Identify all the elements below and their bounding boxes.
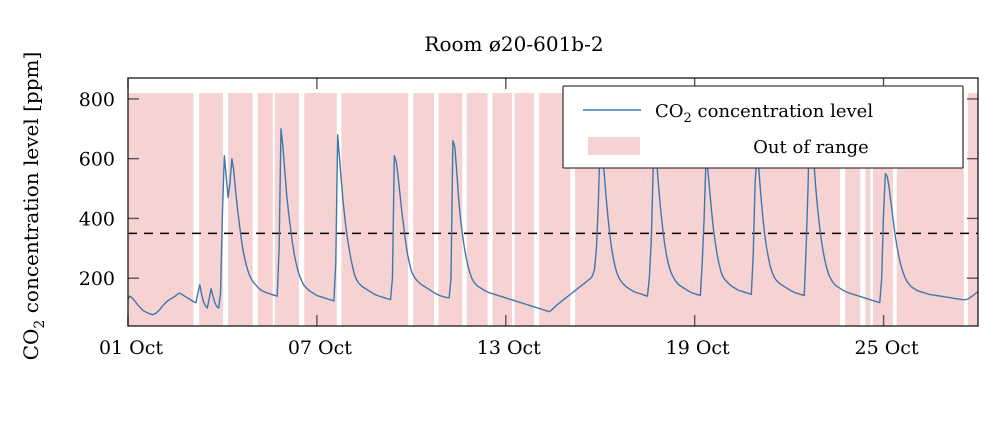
out-of-range-band <box>228 93 253 326</box>
out-of-range-band <box>304 93 337 326</box>
out-of-range-band <box>341 93 409 326</box>
out-of-range-band <box>466 93 488 326</box>
legend-box <box>562 85 964 169</box>
x-tick-label: 01 Oct <box>99 337 163 359</box>
plot-frame <box>127 77 979 327</box>
y-tick-label: 200 <box>79 268 115 290</box>
y-axis-title: CO2 concentration level [ppm] <box>19 52 48 361</box>
svg-text:CO2 concentration level [ppm]: CO2 concentration level [ppm] <box>19 52 48 361</box>
legend-label: Out of range <box>753 137 869 158</box>
out-of-range-band <box>514 93 535 326</box>
y-axis-title-rest: concentration level [ppm] <box>19 52 43 320</box>
y-axis-tick-labels: 200 400 600 800 <box>79 89 115 290</box>
out-of-range-band <box>128 93 194 326</box>
x-tick-label: 25 Oct <box>855 337 919 359</box>
y-axis-title-subscript: 2 <box>32 320 48 329</box>
chart-legend: CO2 concentration level Out of range <box>562 85 964 169</box>
legend-swatch-area <box>588 137 640 155</box>
y-tick-label: 400 <box>79 208 115 230</box>
chart-title: Room ø20-601b-2 <box>424 32 603 56</box>
x-axis-tick-labels: 01 Oct 07 Oct 13 Oct 19 Oct 25 Oct <box>99 337 919 359</box>
y-axis-title-main: CO <box>19 329 43 361</box>
out-of-range-band <box>257 93 273 326</box>
out-of-range-band <box>492 93 513 326</box>
x-tick-label: 13 Oct <box>477 337 541 359</box>
series-line-co2 <box>127 104 979 316</box>
out-of-range-band <box>865 93 871 326</box>
out-of-range-band <box>199 93 224 326</box>
out-of-range-band <box>438 93 463 326</box>
data-series <box>127 104 979 316</box>
legend-label: CO2 concentration level <box>655 101 873 126</box>
x-tick-label: 07 Oct <box>288 337 352 359</box>
out-of-range-band <box>967 93 978 326</box>
y-tick-label: 600 <box>79 149 115 171</box>
y-tick-label: 800 <box>79 89 115 111</box>
out-of-range-band <box>274 93 299 326</box>
x-tick-label: 19 Oct <box>666 337 730 359</box>
out-of-range-band <box>413 93 434 326</box>
